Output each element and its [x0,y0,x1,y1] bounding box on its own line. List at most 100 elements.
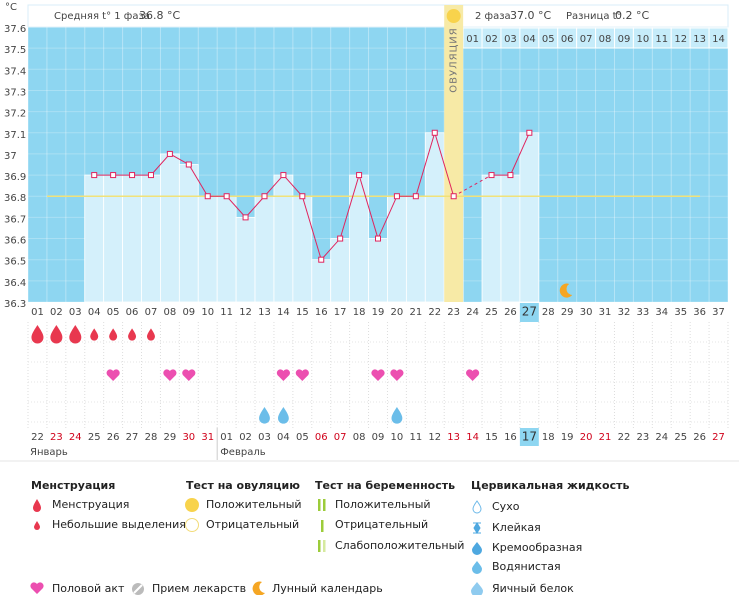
y-tick-label: 36.5 [4,257,26,268]
date-label: 21 [599,432,612,443]
x-tick-label: 29 [561,307,574,318]
x-tick-label: 09 [182,307,195,318]
bar [178,164,199,303]
phase1-label: Средняя t° 1 фаза [54,11,150,22]
y-tick-label: 37.6 [4,24,26,35]
point [185,161,192,168]
luteal-day: 14 [712,34,725,45]
date-label: 04 [277,432,290,443]
date-label: 20 [580,432,593,443]
menstruation-light [147,328,155,341]
intercourse [371,369,385,381]
x-tick-label: 28 [542,307,555,318]
legend-item: Половой акт [52,582,125,595]
x-tick-label: 01 [31,307,44,318]
intercourse [295,369,309,381]
x-tick-label: 12 [239,307,252,318]
cervical-watery [278,407,289,424]
legend-icon [471,582,483,595]
bar [103,174,123,303]
x-tick-label: 08 [164,307,177,318]
bar [122,174,142,303]
bar [197,195,218,303]
date-label: 09 [372,432,385,443]
date-label: 17 [522,430,537,444]
y-tick-label: 36.8 [4,193,26,204]
date-label: 03 [258,432,271,443]
month-label: Январь [30,447,68,458]
luteal-day: 03 [504,34,517,45]
legend-item: Небольшие выделения [52,518,186,531]
point [110,172,117,179]
y-tick-label: 36.3 [4,299,26,310]
bar [405,195,426,303]
luteal-day: 05 [542,34,555,45]
cervical-watery [259,407,270,424]
point [450,193,457,200]
menstruation-heavy [69,325,82,344]
legend-title: Менструация [31,479,115,492]
x-tick-label: 16 [315,307,328,318]
x-tick-label: 30 [580,307,593,318]
phase1-value: 36.8 °C [139,9,180,22]
date-label: 25 [674,432,687,443]
bar [519,132,540,303]
today-day [519,303,539,322]
legend-icon [472,500,482,514]
intercourse [106,369,120,381]
moon [559,283,573,298]
bar [500,174,521,303]
legend-icon [30,582,44,594]
date-label: 26 [107,432,120,443]
point [261,193,268,200]
x-tick-label: 22 [428,307,441,318]
date-label: 11 [409,432,422,443]
menstruation-heavy [31,325,44,344]
legend-item: Менструация [52,498,129,511]
legend-icon [33,499,41,512]
luteal-day: 01 [466,34,479,45]
point [431,129,438,136]
y-tick-label: 37.5 [4,45,26,56]
point [129,172,136,179]
x-tick-label: 18 [353,307,366,318]
y-tick-label: 37 [4,151,17,162]
date-label: 24 [655,432,668,443]
legend-icon [185,498,199,512]
legend-item: Водянистая [492,560,561,573]
legend-item: Отрицательный [335,518,428,531]
bar [481,174,502,303]
legend-title: Тест на овуляцию [186,479,300,492]
point [166,150,173,157]
point [488,172,495,179]
y-tick-label: 36.9 [4,172,26,183]
legend-icon [323,540,326,552]
bar [141,174,161,303]
bar [292,195,313,303]
menstruation-heavy [50,325,63,344]
x-tick-label: 03 [69,307,82,318]
legend-item: Отрицательный [206,518,299,531]
luteal-day: 10 [636,34,649,45]
point [280,172,287,179]
date-label: 31 [201,432,214,443]
luteal-day: 06 [561,34,574,45]
bar [84,174,105,303]
point [412,193,419,200]
x-tick-label: 10 [201,307,214,318]
x-tick-label: 24 [466,307,479,318]
x-tick-label: 07 [145,307,158,318]
point [204,193,211,200]
point [242,214,249,221]
y-tick-label: 36.4 [4,278,26,289]
luteal-day: 02 [485,34,498,45]
date-label: 14 [466,432,479,443]
legend-item: Лунный календарь [272,582,383,595]
date-label: 13 [447,432,460,443]
x-tick-label: 26 [504,307,517,318]
y-tick-label: 37.2 [4,109,26,120]
date-label: 10 [391,432,404,443]
bar [368,238,388,303]
x-tick-label: 36 [693,307,706,318]
point [356,172,363,179]
